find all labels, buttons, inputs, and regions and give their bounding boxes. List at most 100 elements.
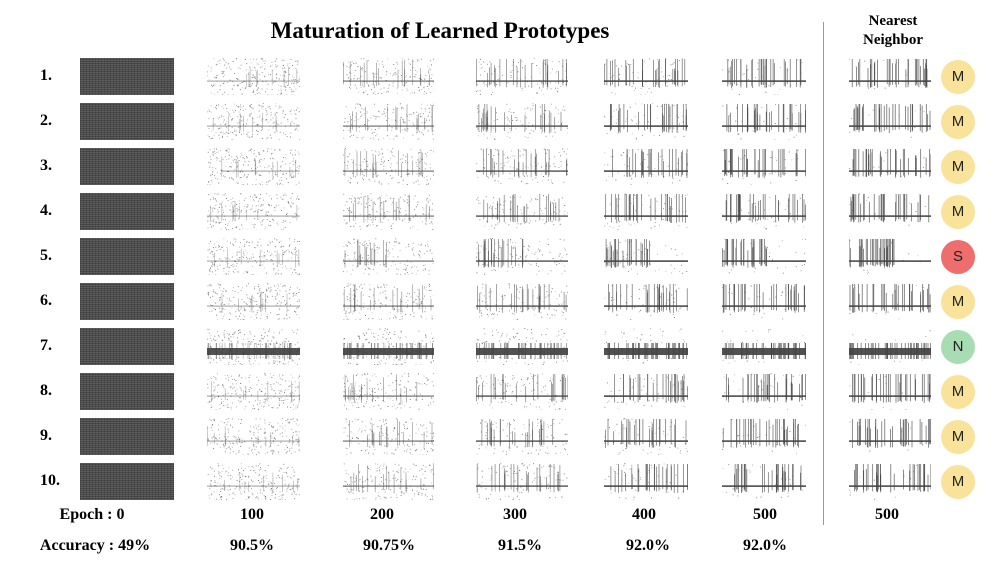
prototype-waveform — [207, 373, 300, 410]
prototype-waveform — [722, 148, 806, 185]
epoch-label: 300 — [455, 506, 575, 524]
prototype-waveform — [343, 373, 434, 410]
prototype-waveform — [722, 283, 806, 320]
prototype-waveform — [207, 103, 300, 140]
prototype-waveform — [604, 463, 688, 500]
nearest-neighbor-waveform — [849, 328, 931, 365]
prototype-waveform — [722, 418, 806, 455]
accuracy-label: Accuracy : 49% — [20, 537, 170, 555]
prototype-waveform — [722, 328, 806, 365]
epoch-label: 200 — [322, 506, 442, 524]
prototype-waveform — [604, 58, 688, 95]
prototype-waveform — [207, 328, 300, 365]
row-label: 9. — [40, 426, 70, 446]
prototype-waveform — [604, 193, 688, 230]
epoch0-noise-prototype — [80, 418, 174, 455]
row-label: 2. — [40, 111, 70, 131]
prototype-waveform — [343, 58, 434, 95]
epoch-label: 500 — [705, 506, 825, 524]
prototype-waveform — [207, 238, 300, 275]
row-label: 7. — [40, 336, 70, 356]
nn-epoch-label: 500 — [827, 506, 947, 524]
prototype-waveform — [722, 238, 806, 275]
prototype-waveform — [476, 148, 568, 185]
class-badge: M — [941, 465, 975, 499]
prototype-waveform — [604, 418, 688, 455]
row-label: 8. — [40, 381, 70, 401]
prototype-waveform — [476, 103, 568, 140]
row-label: 10. — [40, 471, 70, 491]
column-divider — [823, 22, 824, 525]
class-badge: M — [941, 375, 975, 409]
nearest-neighbor-waveform — [849, 103, 931, 140]
class-badge: M — [941, 105, 975, 139]
class-badge: S — [941, 240, 975, 274]
accuracy-label: 92.0% — [705, 537, 825, 555]
prototype-waveform — [343, 418, 434, 455]
prototype-waveform — [476, 418, 568, 455]
prototype-waveform — [207, 418, 300, 455]
nearest-neighbor-waveform — [849, 193, 931, 230]
epoch0-noise-prototype — [80, 283, 174, 320]
row-label: 4. — [40, 201, 70, 221]
accuracy-label: 90.75% — [329, 537, 449, 555]
prototype-waveform — [343, 148, 434, 185]
prototype-waveform — [207, 283, 300, 320]
accuracy-label: 91.5% — [460, 537, 580, 555]
prototype-waveform — [207, 148, 300, 185]
class-badge: M — [941, 285, 975, 319]
accuracy-label: 92.0% — [588, 537, 708, 555]
epoch0-noise-prototype — [80, 103, 174, 140]
prototype-waveform — [476, 328, 568, 365]
nearest-neighbor-waveform — [849, 283, 931, 320]
nearest-neighbor-waveform — [849, 373, 931, 410]
prototype-waveform — [604, 238, 688, 275]
prototype-waveform — [722, 373, 806, 410]
epoch0-noise-prototype — [80, 238, 174, 275]
accuracy-label: 90.5% — [192, 537, 312, 555]
prototype-waveform — [476, 238, 568, 275]
epoch-label: Epoch : 0 — [32, 506, 152, 524]
epoch0-noise-prototype — [80, 148, 174, 185]
prototype-waveform — [722, 463, 806, 500]
epoch0-noise-prototype — [80, 463, 174, 500]
prototype-waveform — [476, 463, 568, 500]
epoch-label: 100 — [192, 506, 312, 524]
prototype-waveform — [476, 58, 568, 95]
nearest-neighbor-waveform — [849, 463, 931, 500]
prototype-waveform — [343, 193, 434, 230]
prototype-waveform — [343, 328, 434, 365]
epoch0-noise-prototype — [80, 373, 174, 410]
prototype-waveform — [343, 463, 434, 500]
prototype-waveform — [604, 103, 688, 140]
prototype-waveform — [343, 238, 434, 275]
class-badge: M — [941, 150, 975, 184]
row-label: 6. — [40, 291, 70, 311]
nearest-neighbor-waveform — [849, 238, 931, 275]
class-badge: M — [941, 420, 975, 454]
row-label: 5. — [40, 246, 70, 266]
prototype-waveform — [343, 103, 434, 140]
prototype-waveform — [476, 373, 568, 410]
prototype-waveform — [722, 193, 806, 230]
prototype-waveform — [604, 328, 688, 365]
prototype-waveform — [604, 283, 688, 320]
prototype-waveform — [476, 193, 568, 230]
class-badge: N — [941, 330, 975, 364]
class-badge: M — [941, 195, 975, 229]
epoch-label: 400 — [584, 506, 704, 524]
epoch0-noise-prototype — [80, 328, 174, 365]
nearest-neighbor-waveform — [849, 418, 931, 455]
row-label: 1. — [40, 66, 70, 86]
prototype-waveform — [476, 283, 568, 320]
epoch0-noise-prototype — [80, 193, 174, 230]
prototype-waveform — [207, 58, 300, 95]
prototype-waveform — [207, 463, 300, 500]
nearest-neighbor-waveform — [849, 58, 931, 95]
prototype-waveform — [343, 283, 434, 320]
prototype-waveform — [722, 58, 806, 95]
prototype-waveform — [722, 103, 806, 140]
class-badge: M — [941, 60, 975, 94]
prototype-waveform — [604, 148, 688, 185]
row-label: 3. — [40, 156, 70, 176]
